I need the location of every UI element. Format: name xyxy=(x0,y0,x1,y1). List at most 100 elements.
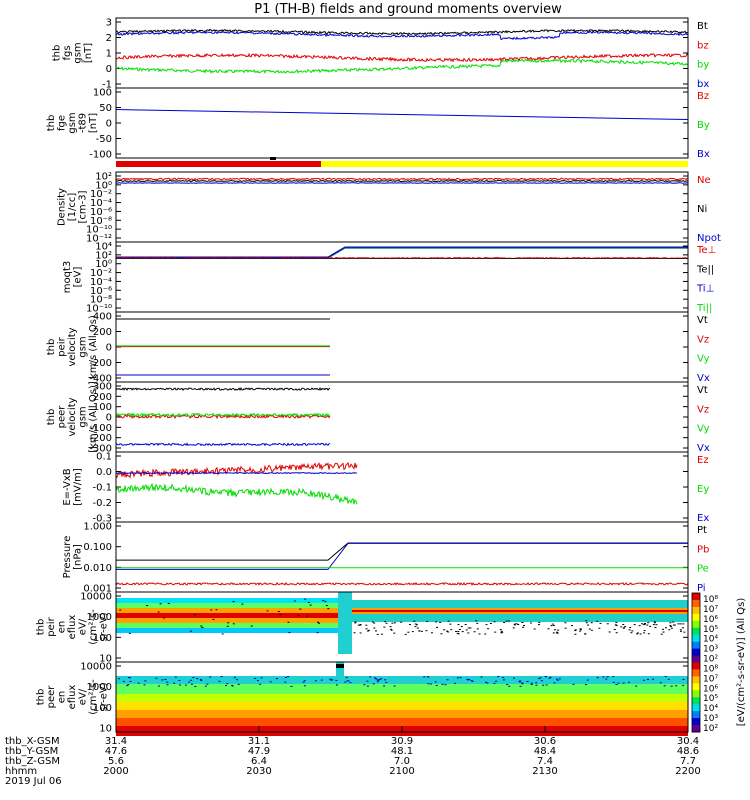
spec-noise xyxy=(515,623,518,625)
spec-noise xyxy=(233,677,236,679)
y-label-line: [cm-3] xyxy=(78,190,89,223)
spec-noise xyxy=(390,628,393,630)
spec-noise xyxy=(550,625,553,627)
y-tick-label: 0.010 xyxy=(83,563,112,574)
spec-noise xyxy=(636,633,639,635)
y-label-line: thb xyxy=(46,339,57,356)
colorbar-tick-label: 10⁷ xyxy=(703,605,718,615)
legend-ne: Ne xyxy=(697,175,711,186)
spec-noise xyxy=(456,677,459,679)
y-tick-label: 10⁻⁶ xyxy=(90,207,112,218)
spec-noise xyxy=(502,677,505,679)
spec-noise xyxy=(579,630,582,632)
spec-noise xyxy=(599,622,602,624)
spec-noise xyxy=(564,622,567,624)
legend-npot: Npot xyxy=(697,233,721,244)
colorbar-segment xyxy=(692,599,700,608)
spec-noise xyxy=(327,608,330,610)
spec-noise xyxy=(586,679,589,681)
spec-noise xyxy=(545,684,548,686)
spec-band xyxy=(116,718,688,726)
spec-noise xyxy=(126,685,129,687)
plot-title: P1 (TH-B) fields and ground moments over… xyxy=(254,2,562,17)
colorbar-label: [eV/(cm²-s-sr-eV)] (All Qs) xyxy=(736,598,747,727)
x-tick-z: 7.4 xyxy=(537,756,553,767)
spec-noise xyxy=(420,630,423,632)
spec-noise xyxy=(383,626,386,628)
spec-noise xyxy=(374,677,377,679)
spec-noise xyxy=(443,629,446,631)
colorbar-segment xyxy=(692,613,700,622)
colorbar-tick-label: 10⁵ xyxy=(703,625,718,635)
y-tick-label: -400 xyxy=(89,374,112,385)
y-label-line: peer xyxy=(46,685,57,709)
colorbar-tick-label: 10⁶ xyxy=(703,684,718,694)
spec-noise xyxy=(461,631,464,633)
legend-pt: Pt xyxy=(697,525,707,536)
spec-noise xyxy=(624,626,627,628)
spec-noise xyxy=(643,624,646,626)
spec-noise xyxy=(499,629,502,631)
spec-noise xyxy=(547,628,550,630)
spec-noise xyxy=(357,624,360,626)
spec-noise xyxy=(418,630,421,632)
spec-noise xyxy=(393,685,396,687)
y-tick-label: 0.0 xyxy=(96,467,112,478)
spec-noise xyxy=(533,628,536,630)
spec-noise xyxy=(303,685,306,687)
panel-density: 10²10⁰10⁻²10⁻⁴10⁻⁶10⁻⁸10⁻¹⁰10⁻¹²Density[… xyxy=(57,171,721,245)
spec-noise xyxy=(322,599,325,601)
y-tick-label: 10⁰ xyxy=(95,259,112,270)
colorbar-segment xyxy=(692,648,700,657)
spec-noise xyxy=(614,624,617,626)
spec-noise xyxy=(617,682,620,684)
spec-noise xyxy=(200,680,203,682)
legend-vx: Vx xyxy=(697,443,710,454)
legend-vt: Vt xyxy=(697,315,708,326)
colorbar-tick-label: 10⁴ xyxy=(703,635,718,645)
spec-noise xyxy=(460,626,463,628)
spec-noise xyxy=(669,626,672,628)
spec-noise xyxy=(596,620,599,622)
spec-noise xyxy=(288,632,291,634)
y-label-line: Density xyxy=(57,188,68,226)
y-label-line: gsm xyxy=(78,406,89,427)
spec-noise xyxy=(254,677,257,679)
spec-noise xyxy=(512,627,515,629)
spec-noise xyxy=(521,622,524,624)
spec-noise xyxy=(209,676,212,678)
spec-noise xyxy=(579,629,582,631)
spec-noise xyxy=(250,625,253,627)
spec-noise xyxy=(682,623,685,625)
spec-burst xyxy=(336,662,344,676)
y-label-line: [eV] xyxy=(72,267,83,288)
spec-noise xyxy=(574,633,577,635)
y-tick-label: 100 xyxy=(93,633,112,644)
y-label-line: moqt3 xyxy=(62,261,73,294)
spec-noise xyxy=(484,633,487,635)
x-tick-x: 30.9 xyxy=(391,736,413,747)
y-label-line: gsm xyxy=(72,42,83,63)
spec-noise xyxy=(521,682,524,684)
colorbar-segment xyxy=(692,655,700,663)
spec-noise xyxy=(670,627,673,629)
spec-noise xyxy=(670,685,673,687)
y-axis-label: thb peir velocity gsm km/s (All Qs) xyxy=(46,315,99,379)
spec-noise xyxy=(345,676,348,678)
spec-noise xyxy=(325,605,328,607)
spec-noise xyxy=(484,681,487,683)
spec-noise xyxy=(473,631,476,633)
panel-pressure: 1.000 0.100 0.010 0.001 Pressure [nPa] Pt Pb Pe P… xyxy=(62,521,709,595)
series-vy xyxy=(115,412,331,418)
spec-noise xyxy=(647,633,650,635)
spec-noise xyxy=(542,684,545,686)
spec-noise xyxy=(622,682,625,684)
spec-noise xyxy=(549,676,552,678)
y-label-line: (cm²-s- xyxy=(88,679,99,715)
spec-noise xyxy=(643,632,646,634)
spec-noise xyxy=(407,631,410,633)
y-label-line: thb xyxy=(36,619,47,636)
spec-noise xyxy=(494,631,497,633)
y-tick-label: 10000 xyxy=(80,592,112,603)
spec-noise xyxy=(664,676,667,678)
